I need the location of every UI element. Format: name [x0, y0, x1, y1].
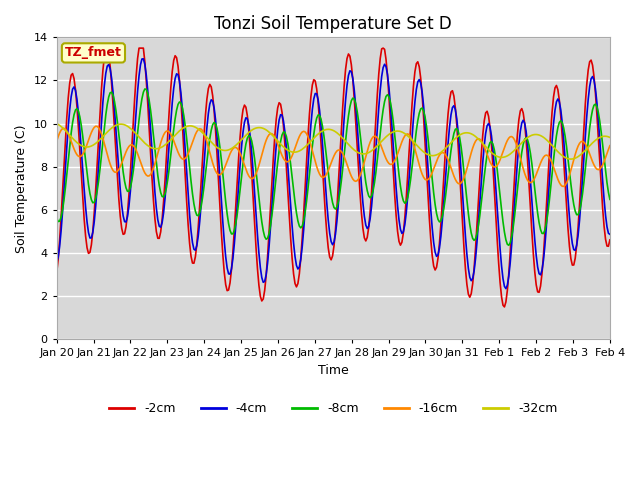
-4cm	[605, 230, 612, 236]
-2cm	[532, 282, 540, 288]
-4cm	[449, 105, 456, 110]
-32cm	[89, 143, 97, 148]
-32cm	[337, 134, 345, 140]
-16cm	[339, 151, 346, 156]
-8cm	[606, 196, 614, 202]
-16cm	[605, 146, 612, 152]
-32cm	[53, 121, 61, 127]
-2cm	[53, 270, 61, 276]
X-axis label: Time: Time	[318, 364, 349, 377]
-16cm	[606, 143, 614, 149]
Line: -32cm: -32cm	[57, 124, 610, 159]
Text: TZ_fmet: TZ_fmet	[65, 47, 122, 60]
-8cm	[505, 242, 513, 248]
-8cm	[605, 190, 612, 195]
-8cm	[53, 216, 61, 221]
-16cm	[449, 169, 456, 175]
-4cm	[532, 252, 540, 258]
-4cm	[606, 231, 614, 237]
-16cm	[531, 175, 539, 180]
-2cm	[500, 304, 508, 310]
-2cm	[89, 228, 97, 234]
Line: -16cm: -16cm	[57, 126, 610, 186]
-8cm	[339, 166, 346, 172]
-2cm	[135, 45, 143, 51]
-16cm	[53, 138, 61, 144]
-32cm	[567, 156, 575, 162]
-8cm	[449, 138, 456, 144]
-2cm	[449, 88, 456, 94]
-16cm	[560, 183, 568, 189]
-32cm	[447, 140, 455, 145]
-32cm	[603, 133, 611, 139]
-8cm	[89, 200, 97, 205]
-4cm	[72, 87, 79, 93]
Title: Tonzi Soil Temperature Set D: Tonzi Soil Temperature Set D	[214, 15, 452, 33]
-8cm	[72, 107, 79, 113]
-32cm	[72, 138, 79, 144]
-16cm	[92, 123, 100, 129]
Line: -8cm: -8cm	[57, 89, 610, 245]
-32cm	[529, 132, 537, 138]
-2cm	[606, 237, 614, 243]
-2cm	[605, 243, 612, 249]
-8cm	[141, 86, 148, 92]
-32cm	[606, 134, 614, 140]
-4cm	[339, 137, 346, 143]
-4cm	[89, 229, 97, 235]
Line: -2cm: -2cm	[57, 48, 610, 307]
Legend: -2cm, -4cm, -8cm, -16cm, -32cm: -2cm, -4cm, -8cm, -16cm, -32cm	[104, 397, 563, 420]
-2cm	[339, 105, 346, 110]
-4cm	[502, 286, 509, 291]
Y-axis label: Soil Temperature (C): Soil Temperature (C)	[15, 124, 28, 252]
-2cm	[72, 87, 79, 93]
-4cm	[140, 56, 147, 62]
-16cm	[72, 149, 79, 155]
-16cm	[89, 127, 97, 132]
-4cm	[53, 260, 61, 265]
-8cm	[532, 199, 540, 204]
Line: -4cm: -4cm	[57, 59, 610, 288]
